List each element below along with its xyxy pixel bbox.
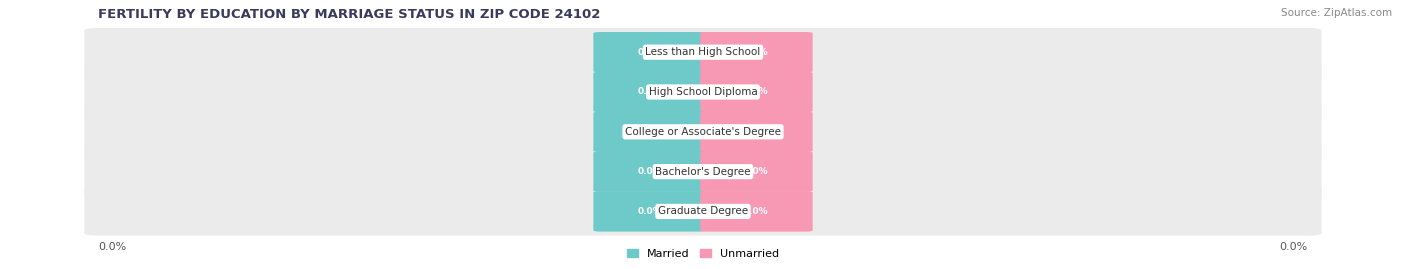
Text: 0.0%: 0.0% — [637, 127, 662, 136]
Text: 0.0%: 0.0% — [744, 167, 769, 176]
Text: 0.0%: 0.0% — [98, 242, 127, 253]
Legend: Married, Unmarried: Married, Unmarried — [621, 245, 785, 263]
FancyBboxPatch shape — [700, 191, 813, 232]
FancyBboxPatch shape — [593, 151, 706, 192]
Text: 0.0%: 0.0% — [744, 207, 769, 216]
FancyBboxPatch shape — [84, 28, 1322, 76]
Text: 0.0%: 0.0% — [744, 48, 769, 57]
Text: Bachelor's Degree: Bachelor's Degree — [655, 167, 751, 177]
Text: FERTILITY BY EDUCATION BY MARRIAGE STATUS IN ZIP CODE 24102: FERTILITY BY EDUCATION BY MARRIAGE STATU… — [98, 8, 600, 21]
FancyBboxPatch shape — [84, 68, 1322, 116]
Text: 0.0%: 0.0% — [637, 87, 662, 97]
Text: 0.0%: 0.0% — [637, 167, 662, 176]
Text: 0.0%: 0.0% — [637, 48, 662, 57]
FancyBboxPatch shape — [84, 147, 1322, 196]
Text: 0.0%: 0.0% — [744, 127, 769, 136]
FancyBboxPatch shape — [700, 32, 813, 72]
Text: 0.0%: 0.0% — [744, 87, 769, 97]
FancyBboxPatch shape — [700, 72, 813, 112]
FancyBboxPatch shape — [700, 151, 813, 192]
Text: Graduate Degree: Graduate Degree — [658, 206, 748, 217]
FancyBboxPatch shape — [593, 32, 706, 72]
Text: Less than High School: Less than High School — [645, 47, 761, 57]
Text: 0.0%: 0.0% — [1279, 242, 1308, 253]
FancyBboxPatch shape — [84, 108, 1322, 156]
Text: College or Associate's Degree: College or Associate's Degree — [626, 127, 780, 137]
Text: High School Diploma: High School Diploma — [648, 87, 758, 97]
Text: Source: ZipAtlas.com: Source: ZipAtlas.com — [1281, 8, 1392, 18]
FancyBboxPatch shape — [593, 112, 706, 152]
FancyBboxPatch shape — [593, 191, 706, 232]
FancyBboxPatch shape — [593, 72, 706, 112]
Text: 0.0%: 0.0% — [637, 207, 662, 216]
FancyBboxPatch shape — [84, 187, 1322, 236]
FancyBboxPatch shape — [700, 112, 813, 152]
